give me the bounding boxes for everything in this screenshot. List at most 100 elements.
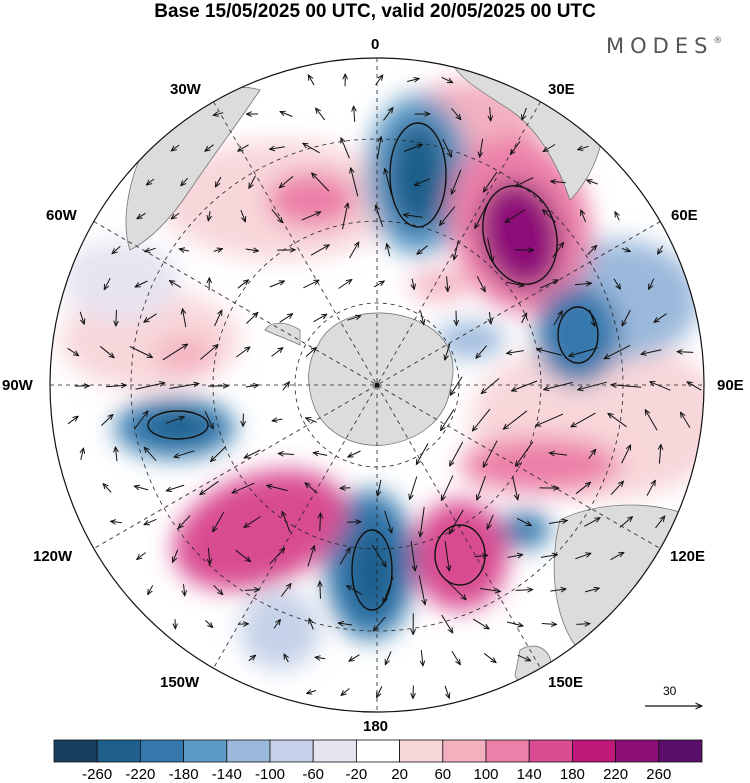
wind-vector [385,651,392,664]
wind-vector [272,419,283,421]
wind-vector [214,310,222,327]
wind-vector [279,175,294,187]
wind-vector [312,173,330,192]
wind-vector [305,348,316,357]
wind-vector [305,483,318,494]
wind-vector [621,249,630,252]
wind-vector [477,475,486,500]
anomaly-50e-small [435,322,505,358]
wind-vector [171,144,180,151]
wind-vector [348,450,361,457]
colorbar-swatch [312,739,357,763]
wind-vector [385,169,393,196]
wind-vector [116,309,117,326]
wind-vector [339,548,350,565]
wind-vector [516,517,531,525]
colorbar-swatch [355,739,400,763]
wind-vector [472,408,491,431]
wind-vector [104,278,111,289]
meridian-60e-120w [93,221,661,549]
colorbar-tick-label: -140 [211,766,242,783]
colorbar-swatch [528,739,573,763]
colorbar-swatch [269,739,314,763]
wind-vector [442,138,452,157]
wind-vector [309,618,314,630]
colorbar-tick-label: 140 [516,766,542,783]
anomaly-0deg-core [388,120,448,230]
wind-vector [654,313,667,323]
wind-vector [105,385,126,387]
wind-vector [303,280,319,289]
wind-vector [349,654,360,662]
wind-vector [246,313,258,324]
wind-vector [213,584,223,594]
colorbar-tick-label: -100 [254,766,286,783]
wind-vector [169,281,182,288]
wind-vector [240,209,246,222]
wind-vector [213,511,225,532]
wind-vector [575,553,591,560]
wind-vector [445,579,466,600]
wind-vector [517,654,531,661]
wind-vector [316,108,326,121]
wind-vector [569,347,598,356]
modes-logo: MODES® [606,34,722,58]
wind-vector [483,440,498,468]
wind-vector [515,177,534,187]
wind-vector [553,311,563,326]
wind-vector [213,249,223,252]
wind-vector [338,623,353,625]
wind-vector [371,544,386,567]
wind-vector [687,382,702,391]
wind-vector [658,245,664,254]
anomaly-40e-small [410,270,470,300]
wind-vector [99,345,114,357]
wind-vector [354,106,355,122]
wind-vector [215,176,222,187]
wind-vector [521,313,527,324]
wind-vector [403,215,424,218]
wind-vector [103,484,112,493]
wind-vector [540,555,557,558]
wind-vector [507,555,523,558]
wind-vector [543,210,556,223]
wind-vector [619,517,633,528]
wind-vector [576,624,590,625]
wind-vector [649,278,655,290]
wind-vector [645,410,658,431]
wind-vector [481,378,500,393]
colorbar-swatch [139,739,184,763]
anomaly-pale-blue-160w [240,590,320,670]
wind-vector [235,549,251,561]
wind-vector [551,181,566,182]
wind-vector [162,344,188,361]
wind-vector [384,510,392,533]
wind-vector [615,212,619,221]
colorbar-tick-label: -60 [302,766,325,783]
wind-vector [537,349,562,356]
wind-vector [135,280,148,287]
wind-vector [441,475,454,501]
wind-vector [101,414,113,426]
wind-vector [315,657,326,659]
wind-vector [181,177,188,186]
wind-vector [476,276,485,291]
lon-label-120e: 120E [670,548,706,565]
wind-vector [269,281,285,288]
wind-vector [490,106,491,121]
wind-vector [552,243,564,258]
wind-vector [516,441,534,466]
wind-vector [135,383,165,390]
wind-vector [67,416,78,425]
colorbar-swatch [485,739,530,763]
colorbar-tick-label: -260 [82,766,113,783]
wind-vector [200,480,219,494]
wind-vector [208,211,210,221]
wind-vector [137,212,146,218]
wind-vector [178,515,191,529]
wind-vector [169,384,199,389]
wind-vector [550,589,566,591]
wind-vector [505,209,526,223]
wind-vector [282,382,290,391]
wind-vector [475,203,488,229]
